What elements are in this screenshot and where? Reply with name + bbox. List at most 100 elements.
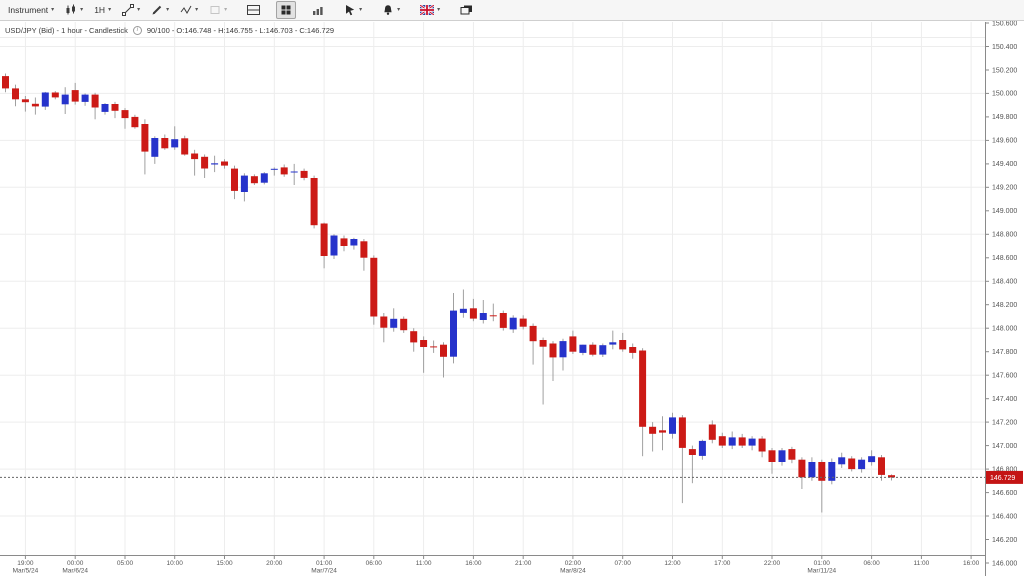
candle (121, 110, 129, 119)
grid-chart-layout-button[interactable] (276, 1, 297, 19)
caret-down-icon: ▾ (137, 7, 141, 13)
caret-down-icon: ▾ (359, 7, 363, 13)
candle (260, 173, 268, 183)
date-axis-label: Mar/5/24 (13, 568, 39, 575)
draw-tool-button[interactable]: ▾ (147, 1, 173, 19)
price-axis-label: 148.000 (992, 326, 1017, 333)
alerts-button[interactable]: ▾ (378, 1, 404, 19)
candle (71, 90, 79, 102)
candle (51, 92, 59, 98)
candle (718, 436, 726, 446)
candle (529, 325, 537, 342)
candle (808, 462, 816, 478)
candle (360, 241, 368, 258)
price-axis-label: 147.000 (992, 443, 1017, 450)
info-icon[interactable]: i (132, 25, 142, 35)
time-axis-label: 00:00 (67, 560, 84, 567)
candle (151, 138, 159, 157)
candle (688, 449, 696, 455)
candle (450, 310, 457, 357)
candle (669, 417, 676, 434)
candle (768, 450, 776, 462)
candle (549, 343, 557, 358)
candle (788, 449, 796, 460)
candle (101, 104, 109, 112)
price-axis-label: 149.200 (992, 185, 1017, 192)
uk-flag-icon (420, 5, 435, 15)
indicators-button[interactable]: ▾ (176, 1, 202, 19)
trendline-tool-button[interactable]: ▾ (118, 1, 144, 19)
candle (868, 456, 876, 463)
time-axis-label: 11:00 (416, 560, 432, 567)
price-axis-label: 148.600 (992, 255, 1017, 262)
time-axis-label: 12:00 (664, 560, 681, 567)
candle (410, 331, 418, 343)
empty-square-icon (209, 4, 221, 16)
caret-down-icon: ▾ (397, 7, 401, 13)
candle (430, 346, 438, 348)
time-axis-label: 07:00 (615, 560, 632, 567)
time-axis-label: 10:00 (167, 560, 184, 567)
timeframe-button-label: 1H (94, 5, 106, 15)
time-axis-label: 05:00 (117, 560, 134, 567)
price-axis-label: 148.800 (992, 232, 1017, 239)
time-axis-label: 17:00 (714, 560, 731, 567)
candle (708, 424, 716, 440)
chart-type-button[interactable]: ▾ (61, 1, 87, 19)
price-axis-label: 148.400 (992, 279, 1017, 286)
price-axis-label: 146.200 (992, 537, 1017, 544)
price-axis-label: 147.800 (992, 349, 1017, 356)
candle (380, 316, 388, 328)
price-axis-label: 149.600 (992, 138, 1017, 145)
price-axis-label: 149.400 (992, 161, 1017, 168)
language-selector[interactable]: ▾ (416, 1, 444, 19)
instrument-selector[interactable]: Instrument ▾ (4, 1, 58, 19)
single-chart-layout-button[interactable] (243, 1, 264, 19)
price-axis-label: 146.800 (992, 466, 1017, 473)
candle (888, 475, 895, 478)
price-axis-label: 150.600 (992, 20, 1017, 27)
candle (778, 450, 786, 462)
candle (131, 116, 139, 128)
candle (629, 347, 637, 353)
ohlc-readout: 90/100 - O:146.748 - H:146.755 - L:146.7… (146, 25, 335, 35)
current-price-tag-label: 146.729 (990, 475, 1015, 482)
price-axis-label: 146.600 (992, 490, 1017, 497)
price-axis-label: 146.400 (992, 513, 1017, 520)
time-axis-label: 21:00 (515, 560, 532, 567)
chart-info-bar: USD/JPY (Bid) - 1 hour - Candlestick i 9… (5, 24, 334, 36)
candle (758, 438, 766, 452)
candle (320, 223, 328, 256)
timeframe-button[interactable]: 1H ▾ (90, 1, 115, 19)
candle (400, 318, 408, 331)
displays-button[interactable] (456, 1, 477, 19)
caret-down-icon: ▾ (108, 7, 112, 13)
candle (12, 88, 19, 100)
volume-bars-button[interactable] (308, 1, 328, 19)
time-axis-label: 20:00 (266, 560, 283, 567)
time-axis-label: 22:00 (764, 560, 781, 567)
candle (41, 92, 49, 107)
candle (838, 457, 846, 465)
caret-down-icon: ▾ (437, 7, 441, 13)
price-axis-label: 150.400 (992, 44, 1017, 51)
time-axis-label: 06:00 (366, 560, 383, 567)
candle (798, 459, 806, 478)
candle (738, 437, 746, 446)
pointer-tool-button[interactable]: ▾ (340, 1, 366, 19)
candle (519, 318, 527, 327)
candle (479, 313, 487, 320)
candle (171, 139, 179, 148)
candle (559, 341, 567, 358)
price-axis-label: 147.600 (992, 373, 1017, 380)
candle (619, 340, 627, 350)
candle (469, 308, 477, 319)
candle (609, 342, 617, 345)
bell-icon (382, 4, 394, 16)
candle (211, 163, 219, 165)
candle (459, 308, 467, 313)
candle (61, 94, 69, 105)
candle (280, 167, 288, 175)
